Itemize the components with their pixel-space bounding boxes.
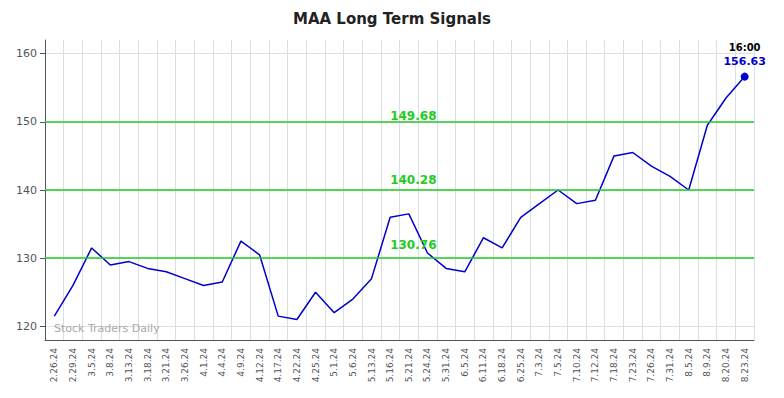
svg-text:8.23.24: 8.23.24 xyxy=(740,348,750,383)
svg-text:149.68: 149.68 xyxy=(390,109,436,123)
svg-text:4.12.24: 4.12.24 xyxy=(255,348,265,383)
svg-text:7.18.24: 7.18.24 xyxy=(609,348,619,383)
svg-text:4.4.24: 4.4.24 xyxy=(217,348,227,377)
svg-text:3.5.24: 3.5.24 xyxy=(87,348,97,377)
svg-text:5.6.24: 5.6.24 xyxy=(348,348,358,377)
svg-text:5.16.24: 5.16.24 xyxy=(385,348,395,383)
svg-text:7.3.24: 7.3.24 xyxy=(534,348,544,377)
svg-text:150: 150 xyxy=(16,115,37,128)
svg-text:6.5.24: 6.5.24 xyxy=(460,348,470,377)
svg-text:8.20.24: 8.20.24 xyxy=(721,348,731,383)
svg-text:2.26.24: 2.26.24 xyxy=(49,348,59,383)
svg-text:6.11.24: 6.11.24 xyxy=(478,348,488,383)
svg-text:7.23.24: 7.23.24 xyxy=(628,348,638,383)
svg-text:2.29.24: 2.29.24 xyxy=(68,348,78,383)
svg-text:160: 160 xyxy=(16,47,37,60)
svg-text:4.1.24: 4.1.24 xyxy=(199,348,209,377)
svg-text:4.22.24: 4.22.24 xyxy=(292,348,302,383)
svg-text:140: 140 xyxy=(16,184,37,197)
svg-text:156.63: 156.63 xyxy=(723,55,765,68)
svg-text:16:00: 16:00 xyxy=(729,42,761,53)
svg-text:5.31.24: 5.31.24 xyxy=(441,348,451,383)
svg-text:4.25.24: 4.25.24 xyxy=(311,348,321,383)
svg-text:6.18.24: 6.18.24 xyxy=(497,348,507,383)
svg-text:MAA Long Term Signals: MAA Long Term Signals xyxy=(293,10,491,28)
svg-text:8.5.24: 8.5.24 xyxy=(684,348,694,377)
svg-text:7.31.24: 7.31.24 xyxy=(665,348,675,383)
svg-text:3.21.24: 3.21.24 xyxy=(161,348,171,383)
svg-text:6.25.24: 6.25.24 xyxy=(516,348,526,383)
svg-text:5.24.24: 5.24.24 xyxy=(422,348,432,383)
svg-text:4.9.24: 4.9.24 xyxy=(236,348,246,377)
svg-text:5.13.24: 5.13.24 xyxy=(367,348,377,383)
svg-text:3.8.24: 3.8.24 xyxy=(105,348,115,377)
svg-text:7.26.24: 7.26.24 xyxy=(646,348,656,383)
svg-text:7.5.24: 7.5.24 xyxy=(553,348,563,377)
svg-text:120: 120 xyxy=(16,320,37,333)
svg-text:7.12.24: 7.12.24 xyxy=(590,348,600,383)
svg-text:3.26.24: 3.26.24 xyxy=(180,348,190,383)
svg-text:5.1.24: 5.1.24 xyxy=(329,348,339,377)
svg-text:Stock Traders Daily: Stock Traders Daily xyxy=(54,322,160,335)
svg-text:130: 130 xyxy=(16,252,37,265)
svg-text:140.28: 140.28 xyxy=(390,173,436,187)
svg-text:3.18.24: 3.18.24 xyxy=(143,348,153,383)
svg-text:3.13.24: 3.13.24 xyxy=(124,348,134,383)
svg-text:8.9.24: 8.9.24 xyxy=(702,348,712,377)
svg-text:4.17.24: 4.17.24 xyxy=(273,348,283,383)
svg-text:7.10.24: 7.10.24 xyxy=(572,348,582,383)
svg-text:5.21.24: 5.21.24 xyxy=(404,348,414,383)
svg-text:130.76: 130.76 xyxy=(390,238,436,252)
